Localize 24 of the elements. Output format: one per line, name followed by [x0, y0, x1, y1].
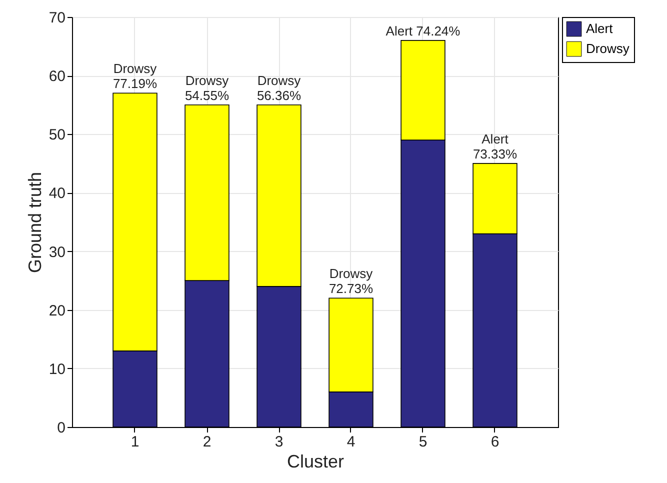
- x-tick-label: 5: [418, 434, 428, 450]
- y-tick-label: 40: [48, 185, 66, 202]
- y-tick-label: 30: [48, 244, 66, 261]
- y-axis-title: Ground truth: [24, 172, 45, 274]
- y-tick-label: 50: [48, 126, 66, 144]
- annotation: Alert 73.33%: [472, 131, 518, 162]
- y-tick-label: 70: [48, 10, 66, 26]
- y-tick-label: 0: [57, 420, 66, 436]
- legend-label: Drowsy: [586, 41, 630, 56]
- x-tick-label: 4: [346, 434, 356, 450]
- y-tick-label: 10: [48, 360, 66, 378]
- annotation: Drowsy 77.19%: [112, 61, 158, 92]
- x-tick-label: 3: [274, 434, 284, 450]
- x-tick-label: 6: [490, 434, 500, 450]
- legend-label: Alert: [586, 21, 614, 36]
- annotation: Drowsy 56.36%: [256, 72, 302, 103]
- annotation: Drowsy 54.55%: [184, 72, 230, 103]
- x-tick-label: 1: [130, 434, 140, 450]
- annotation: Alert 74.24%: [386, 23, 461, 38]
- y-tick-label: 20: [48, 302, 66, 320]
- y-tick-label: 60: [48, 68, 66, 86]
- annotation: Drowsy 72.73%: [328, 266, 374, 296]
- x-tick-label: 2: [202, 434, 212, 450]
- x-axis-title: Cluster: [286, 452, 344, 472]
